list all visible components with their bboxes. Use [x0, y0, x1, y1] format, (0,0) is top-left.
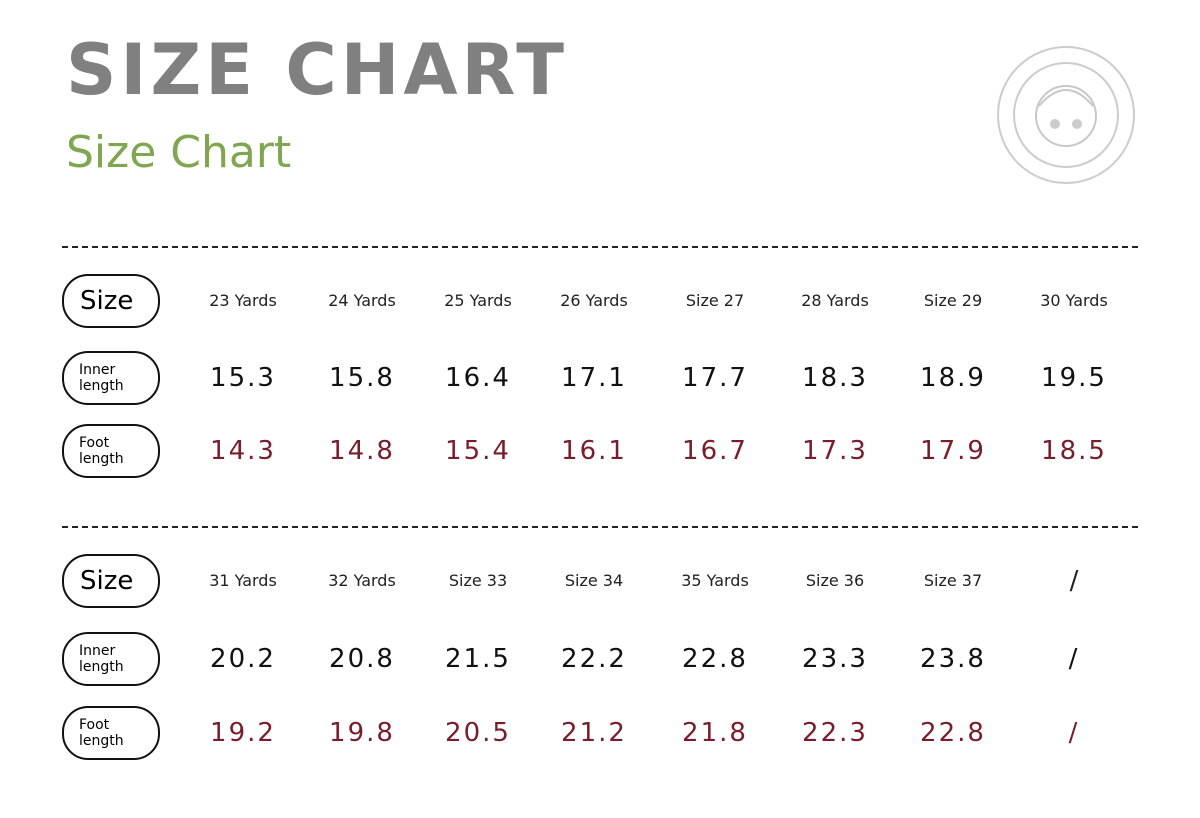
row-label: Foot length	[62, 706, 160, 760]
table-cell: 26 Yards	[560, 291, 628, 310]
table-cell: 20.2	[210, 644, 276, 674]
table-cell: 20.5	[445, 718, 511, 748]
table-cell: 17.9	[920, 436, 986, 466]
table-cell: 16.7	[682, 436, 748, 466]
table-cell: 23.8	[920, 644, 986, 674]
table-cell: 21.5	[445, 644, 511, 674]
table-cell: 22.8	[682, 644, 748, 674]
row-label: Size	[62, 274, 160, 328]
table-cell: 19.8	[329, 718, 395, 748]
table-cell: 17.1	[561, 363, 627, 393]
table-cell: Size 37	[923, 571, 983, 590]
row-label-text: Size	[80, 286, 134, 316]
table-cell: Size 27	[685, 291, 745, 310]
divider	[62, 246, 1138, 248]
row-label: Foot length	[62, 424, 160, 478]
table-cell: Size 29	[923, 291, 983, 310]
row-label-text: Inner length	[79, 362, 124, 394]
table-cell: /	[1068, 644, 1080, 674]
table-cell: 31 Yards	[209, 571, 277, 590]
row-label: Inner length	[62, 351, 160, 405]
table-cell: Size 33	[448, 571, 508, 590]
table-cell: 14.8	[329, 436, 395, 466]
table-cell: /	[1069, 566, 1079, 596]
table-cell: 22.2	[561, 644, 627, 674]
table-cell: 20.8	[329, 644, 395, 674]
table-cell: 35 Yards	[681, 571, 749, 590]
table-cell: 30 Yards	[1040, 291, 1108, 310]
table-cell: 17.3	[802, 436, 868, 466]
table-cell: 23 Yards	[209, 291, 277, 310]
table-cell: /	[1068, 718, 1080, 748]
row-label-text: Foot length	[79, 435, 124, 467]
table-cell: 16.4	[445, 363, 511, 393]
row-label-text: Size	[80, 566, 134, 596]
table-cell: 32 Yards	[328, 571, 396, 590]
table-cell: 28 Yards	[801, 291, 869, 310]
row-label: Inner length	[62, 632, 160, 686]
table-cell: 16.1	[561, 436, 627, 466]
table-cell: 23.3	[802, 644, 868, 674]
table-cell: 19.2	[210, 718, 276, 748]
row-label-text: Inner length	[79, 643, 124, 675]
table-cell: 22.3	[802, 718, 868, 748]
subtitle: Size Chart	[66, 127, 292, 178]
table-cell: Size 34	[564, 571, 624, 590]
table-cell: 15.4	[445, 436, 511, 466]
table-cell: 14.3	[210, 436, 276, 466]
table-cell: 18.9	[920, 363, 986, 393]
table-cell: 21.2	[561, 718, 627, 748]
table-cell: 19.5	[1041, 363, 1107, 393]
table-cell: 18.5	[1041, 436, 1107, 466]
brand-logo	[997, 46, 1135, 184]
table-cell: 15.3	[210, 363, 276, 393]
divider	[62, 526, 1138, 528]
table-cell: 24 Yards	[328, 291, 396, 310]
table-cell: 15.8	[329, 363, 395, 393]
table-cell: 25 Yards	[444, 291, 512, 310]
row-label-text: Foot length	[79, 717, 124, 749]
table-cell: 17.7	[682, 363, 748, 393]
table-cell: 21.8	[682, 718, 748, 748]
title: SIZE CHART	[66, 29, 569, 111]
row-label: Size	[62, 554, 160, 608]
table-cell: 22.8	[920, 718, 986, 748]
table-cell: 18.3	[802, 363, 868, 393]
table-cell: Size 36	[805, 571, 865, 590]
